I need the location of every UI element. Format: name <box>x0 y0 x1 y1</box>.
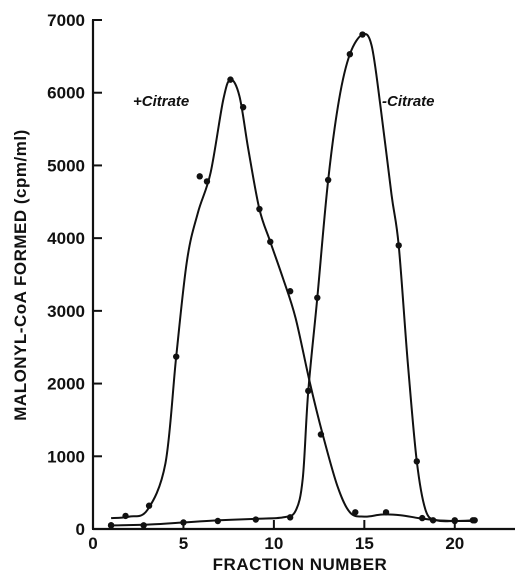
y-tick-label: 2000 <box>47 375 85 394</box>
x-tick-label: 0 <box>88 534 97 553</box>
data-point-minus-citrate <box>314 294 321 301</box>
data-point-plus-citrate <box>227 76 234 83</box>
data-point-plus-citrate <box>419 514 426 522</box>
data-point-minus-citrate <box>346 50 354 58</box>
x-tick-label: 10 <box>264 534 283 553</box>
data-point-plus-citrate <box>239 104 247 111</box>
data-point-minus-citrate <box>429 517 437 524</box>
data-point-minus-citrate <box>413 458 420 465</box>
y-tick-label: 7000 <box>47 11 85 30</box>
x-tick-label: 5 <box>179 534 188 553</box>
data-point-minus-citrate <box>107 522 115 529</box>
data-point-plus-citrate <box>256 205 263 213</box>
y-axis-title: MALONYL-CoA FORMED (cpm/ml) <box>11 129 30 420</box>
data-point-minus-citrate <box>324 176 332 184</box>
data-point-plus-citrate <box>352 509 359 516</box>
data-point-minus-citrate <box>471 517 478 524</box>
data-point-minus-citrate <box>286 514 294 521</box>
points <box>107 31 478 529</box>
y-tick-label: 3000 <box>47 302 85 321</box>
y-tick-label: 6000 <box>47 84 85 103</box>
data-point-minus-citrate <box>305 387 312 395</box>
series-line-plus-citrate <box>111 78 473 523</box>
data-point-minus-citrate <box>395 242 402 249</box>
data-point-minus-citrate <box>140 522 147 529</box>
series-label-plus-citrate: +Citrate <box>133 93 189 110</box>
data-point-plus-citrate <box>173 353 180 360</box>
data-point-plus-citrate <box>145 502 153 509</box>
data-point-minus-citrate <box>252 516 259 523</box>
x-tick-label: 15 <box>355 534 374 553</box>
ticks: 0 1000 2000 3000 4000 5000 6000 7000 0 5 10 15 20 <box>47 11 464 553</box>
axes <box>91 20 515 531</box>
y-tick-label: 4000 <box>47 229 85 248</box>
data-point-plus-citrate <box>382 509 390 516</box>
data-point-plus-citrate <box>286 288 294 295</box>
data-point-plus-citrate <box>196 173 203 180</box>
x-axis-title: FRACTION NUMBER <box>213 555 388 574</box>
data-point-minus-citrate <box>180 519 187 526</box>
data-point-plus-citrate <box>122 512 129 520</box>
data-point-plus-citrate <box>267 238 274 245</box>
y-tick-label: 5000 <box>47 156 85 175</box>
data-point-plus-citrate <box>203 178 211 185</box>
y-tick-label: 0 <box>76 520 85 539</box>
data-point-minus-citrate <box>214 517 222 525</box>
series-label-minus-citrate: -Citrate <box>382 93 435 110</box>
data-point-plus-citrate <box>317 431 325 438</box>
y-tick-label: 1000 <box>47 447 85 466</box>
data-point-minus-citrate <box>451 517 458 525</box>
data-point-minus-citrate <box>359 31 366 38</box>
x-tick-label: 20 <box>445 534 464 553</box>
